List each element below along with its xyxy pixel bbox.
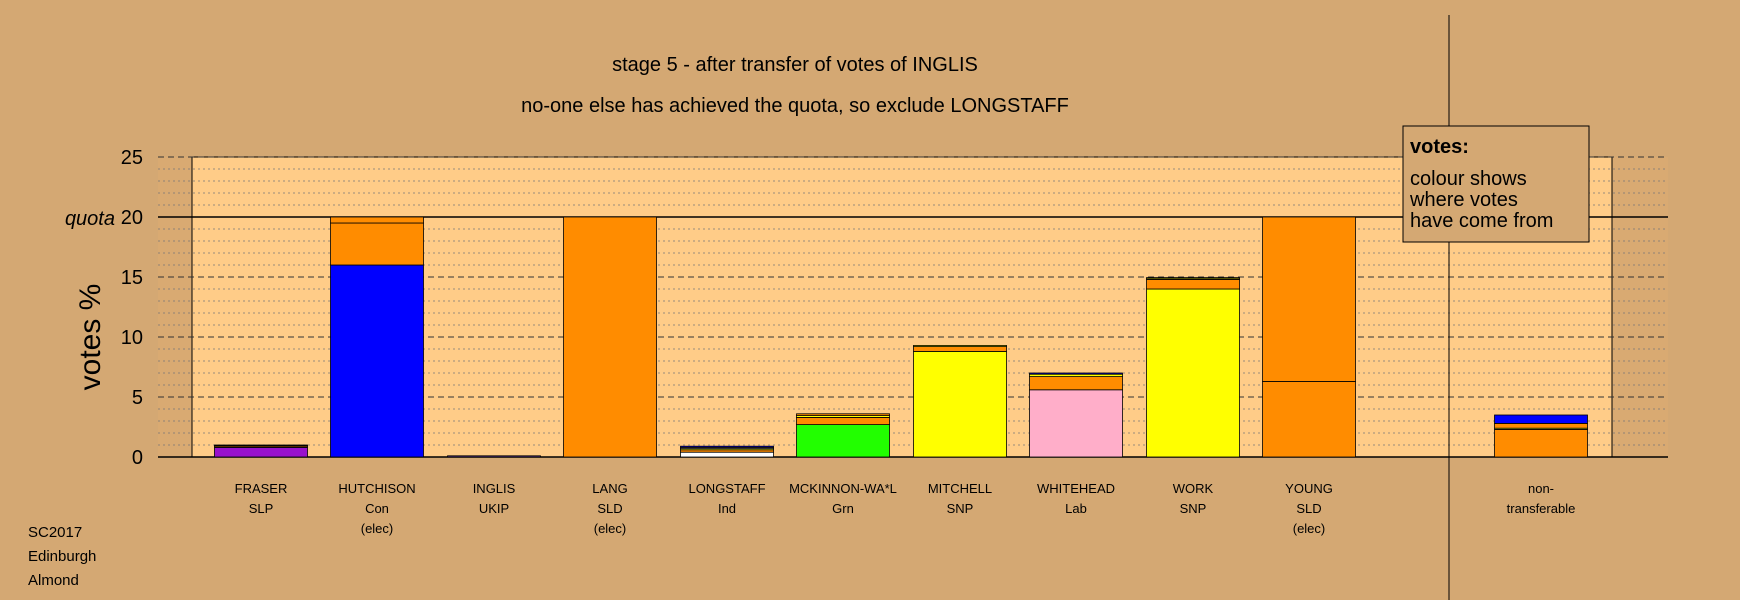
bar-stack — [330, 216, 424, 458]
bar-segment — [1494, 428, 1588, 458]
bar-segment — [680, 451, 774, 458]
candidate-name: FRASER — [235, 481, 288, 496]
bar-stack — [563, 216, 657, 458]
candidate-name: HUTCHISON — [338, 481, 415, 496]
chart-subtitle: no-one else has achieved the quota, so e… — [521, 95, 1069, 117]
legend-title: votes: — [1410, 136, 1469, 158]
bar-segment — [796, 424, 890, 458]
candidate-name: MCKINNON-WA*L — [789, 481, 897, 496]
bar-segment — [796, 416, 890, 425]
bar-segment — [913, 346, 1007, 352]
candidate-party: UKIP — [479, 501, 509, 516]
bar-segment — [1262, 380, 1356, 458]
bar-segment — [1029, 389, 1123, 458]
y-tick-label: 15 — [121, 267, 143, 289]
bar-segment — [447, 455, 541, 458]
candidate-status: (elec) — [594, 521, 627, 536]
bar-segment — [1029, 376, 1123, 391]
y-ticks: 0 5 10 15 20 25 — [121, 147, 143, 469]
footer-line: SC2017 — [28, 524, 82, 541]
bar-stack — [913, 344, 1007, 458]
bar-segment — [1262, 216, 1356, 382]
candidate-name: YOUNG — [1285, 481, 1333, 496]
bar-segment — [1146, 278, 1240, 290]
footer-line: Almond — [28, 572, 79, 589]
bar-segment — [330, 264, 424, 458]
bar-segment — [214, 446, 308, 458]
candidate-party: Lab — [1065, 501, 1087, 516]
chart-title: stage 5 - after transfer of votes of ING… — [612, 54, 978, 76]
bar-segment — [913, 350, 1007, 458]
candidate-name: LONGSTAFF — [688, 481, 765, 496]
bar-stack — [1029, 372, 1123, 458]
candidate-name: WHITEHEAD — [1037, 481, 1115, 496]
plot-area — [191, 156, 1613, 458]
candidate-name: INGLIS — [473, 481, 516, 496]
bar-segment — [330, 216, 424, 224]
legend-line: where votes — [1409, 189, 1518, 211]
candidate-party: transferable — [1507, 501, 1576, 516]
y-axis-label: votes % — [74, 284, 107, 391]
candidate-party: Ind — [718, 501, 736, 516]
candidate-party: SLP — [249, 501, 274, 516]
bar-segment — [796, 413, 890, 416]
bar-stack — [796, 413, 890, 458]
candidate-status: (elec) — [1293, 521, 1326, 536]
bar-segment — [330, 222, 424, 266]
bar-segment — [1494, 422, 1588, 429]
candidate-party: SLD — [1296, 501, 1321, 516]
bar-segment — [913, 344, 1007, 347]
legend-box — [1402, 125, 1590, 243]
candidate-name: MITCHELL — [928, 481, 992, 496]
y-tick-label: 0 — [132, 447, 143, 469]
bar-stack — [1262, 216, 1356, 458]
bar-stack — [214, 444, 308, 458]
legend-line: have come from — [1410, 210, 1553, 232]
candidate-status: (elec) — [361, 521, 394, 536]
bar-segment — [1494, 414, 1588, 424]
candidate-party: SNP — [947, 501, 974, 516]
bar-stack — [447, 455, 541, 458]
candidate-party: Grn — [832, 501, 854, 516]
footer-line: Edinburgh — [28, 548, 96, 565]
y-tick-label: 25 — [121, 147, 143, 169]
bar-segment — [1146, 288, 1240, 458]
y-tick-label: 10 — [121, 327, 143, 349]
bar-segment — [680, 445, 774, 448]
quota-label: quota — [65, 208, 115, 230]
y-tick-label: 5 — [132, 387, 143, 409]
bar-segment — [214, 444, 308, 447]
legend-line: colour shows — [1410, 168, 1527, 190]
candidate-party: SLD — [597, 501, 622, 516]
candidate-name: WORK — [1173, 481, 1214, 496]
candidate-name: non- — [1528, 481, 1554, 496]
candidate-name: LANG — [592, 481, 627, 496]
y-tick-label: 20 — [121, 207, 143, 229]
candidate-party: Con — [365, 501, 389, 516]
bar-stack — [1146, 277, 1240, 458]
bars — [214, 216, 1588, 458]
candidate-labels: FRASER SLP HUTCHISON Con (elec) INGLIS UKIP LAN… — [235, 481, 1576, 536]
bar-stack — [680, 445, 774, 458]
bar-segment — [563, 216, 657, 458]
candidate-party: SNP — [1180, 501, 1207, 516]
bar-segment — [1146, 277, 1240, 279]
bar-stack — [1494, 414, 1588, 458]
legend: votes: colour shows where votes have com… — [1402, 125, 1590, 243]
bar-segment — [1029, 372, 1123, 375]
